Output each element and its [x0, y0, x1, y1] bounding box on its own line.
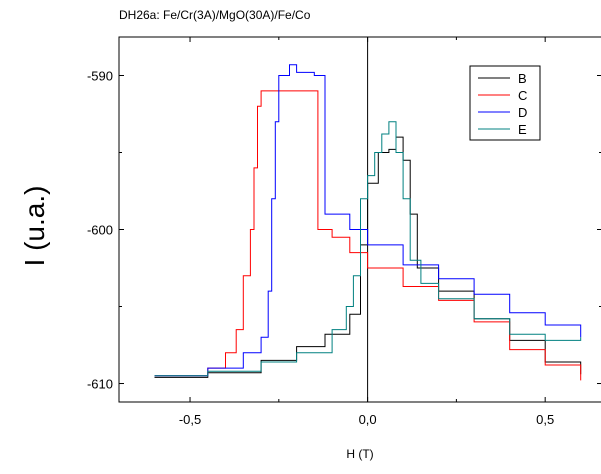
y-axis-label: I (u.a.)	[19, 186, 50, 267]
x-axis-label: H (T)	[346, 447, 373, 461]
legend-label-C: C	[518, 88, 527, 103]
plot-frame	[118, 36, 601, 403]
y-tick-label: -590	[87, 69, 113, 84]
series-layer	[154, 64, 582, 381]
legend-label-B: B	[518, 71, 527, 86]
x-axis: -0,5 0,0 0,5	[179, 37, 554, 427]
y-axis: -590 -600 -610	[87, 69, 601, 392]
series-line-E	[154, 121, 582, 377]
legend-label-E: E	[518, 122, 527, 137]
x-tick-label: -0,5	[179, 412, 201, 427]
x-tick-label: 0,0	[359, 412, 377, 427]
x-tick-label: 0,5	[536, 412, 554, 427]
legend-label-D: D	[518, 105, 527, 120]
series-line-D	[154, 64, 582, 377]
y-tick-label: -600	[87, 223, 113, 238]
chart-title: DH26a: Fe/Cr(3A)/MgO(30A)/Fe/Co	[119, 8, 311, 22]
y-tick-label: -610	[87, 377, 113, 392]
